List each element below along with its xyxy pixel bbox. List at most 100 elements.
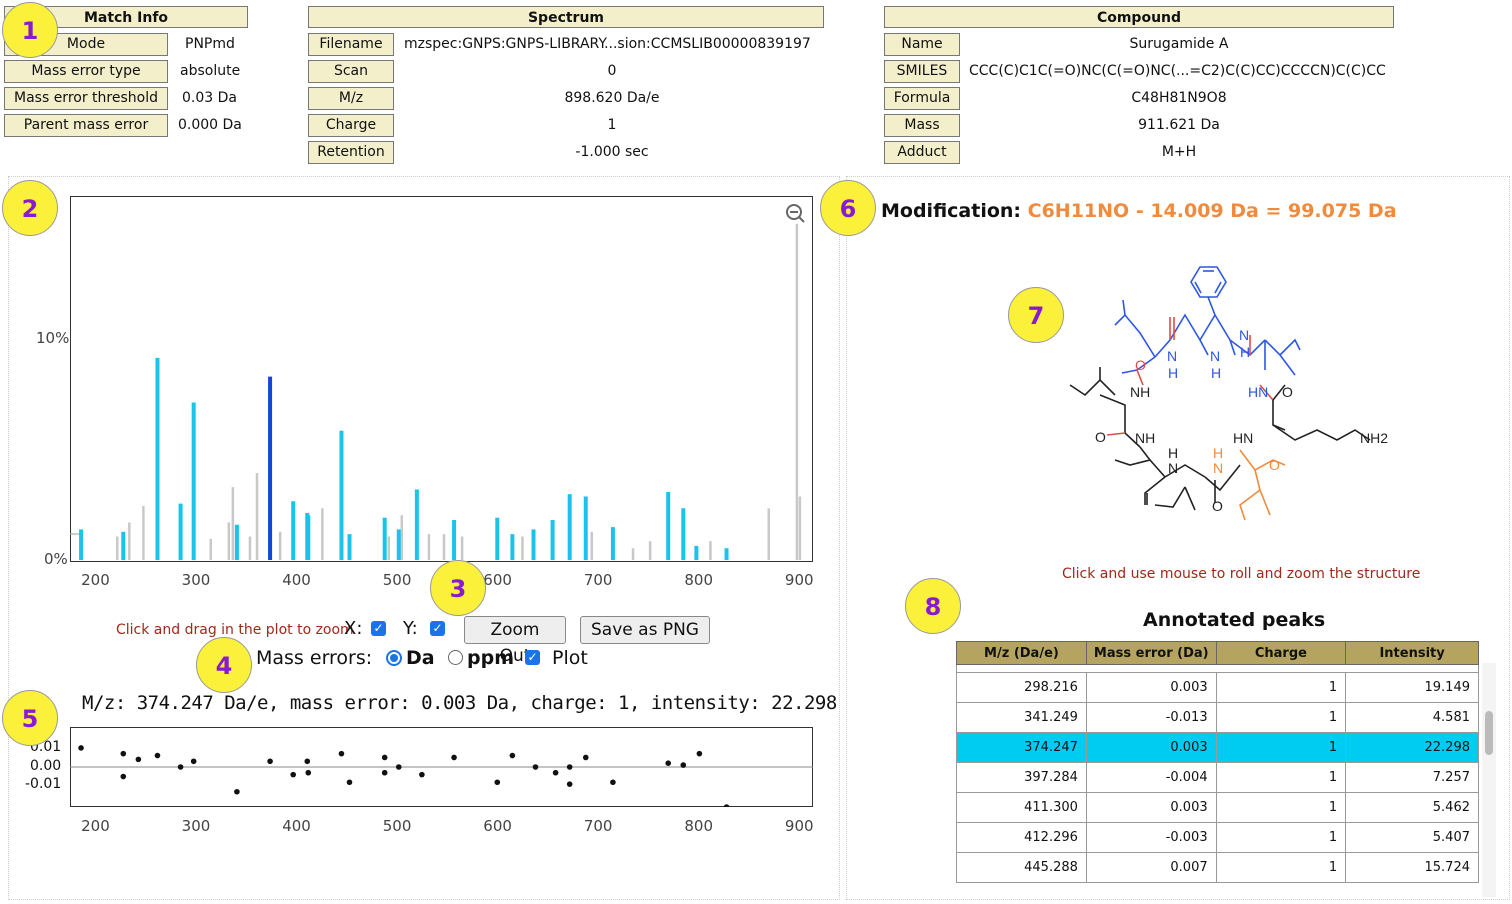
mass-error-point[interactable] bbox=[346, 779, 353, 786]
annotated-peaks-table: M/z (Da/e) Mass error (Da) Charge Intens… bbox=[956, 641, 1479, 883]
table-cell: 1 bbox=[1215, 822, 1347, 853]
y-zoom-checkbox[interactable]: ✓ bbox=[430, 621, 445, 636]
y-tick-10: 10% bbox=[36, 329, 70, 347]
da-radio-label[interactable]: Da bbox=[406, 647, 435, 669]
formula-label[interactable]: Formula bbox=[884, 87, 960, 110]
mass-label[interactable]: Mass bbox=[884, 114, 960, 137]
scan-value: 0 bbox=[607, 63, 617, 79]
badge-2: 2 bbox=[2, 180, 58, 236]
mass-error-point[interactable] bbox=[154, 752, 161, 759]
name-value: Surugamide A bbox=[1129, 36, 1229, 52]
mass-error-point[interactable] bbox=[552, 769, 559, 776]
badge-6: 6 bbox=[820, 180, 876, 236]
mass-error-point[interactable] bbox=[290, 771, 296, 778]
spectrum-svg[interactable] bbox=[70, 196, 814, 562]
mass-error-point[interactable] bbox=[305, 769, 312, 776]
annotated-peaks-table-container[interactable]: M/z (Da/e) Mass error (Da) Charge Intens… bbox=[956, 641, 1496, 897]
mass-error-point[interactable] bbox=[451, 754, 457, 761]
charge-label[interactable]: Charge bbox=[308, 114, 394, 137]
table-row[interactable]: 412.296 -0.003 1 5.407 bbox=[956, 822, 1479, 853]
parent-mass-error-value: 0.000 Da bbox=[178, 117, 242, 133]
mass-error-point[interactable] bbox=[680, 762, 687, 768]
mass-error-point[interactable] bbox=[381, 754, 388, 761]
spectrum-panel bbox=[8, 176, 840, 900]
col-mz[interactable]: M/z (Da/e) bbox=[956, 641, 1087, 665]
err-x-tick-label: 300 bbox=[181, 817, 211, 835]
smiles-label[interactable]: SMILES bbox=[884, 60, 960, 83]
mass-error-point[interactable] bbox=[78, 745, 84, 751]
atom-label: N bbox=[1213, 460, 1223, 476]
table-row[interactable]: 411.300 0.003 1 5.462 bbox=[956, 792, 1479, 823]
mass-error-point[interactable] bbox=[509, 752, 516, 759]
mass-error-point[interactable] bbox=[234, 788, 240, 795]
table-cell: 411.300 bbox=[956, 792, 1087, 823]
mass-error-point[interactable] bbox=[582, 754, 589, 761]
x-tick-label: 700 bbox=[583, 571, 613, 589]
col-charge[interactable]: Charge bbox=[1215, 641, 1347, 665]
mass-error-point[interactable] bbox=[665, 760, 672, 766]
mass-error-point[interactable] bbox=[566, 781, 573, 787]
save-png-button[interactable]: Save as PNG bbox=[580, 616, 710, 644]
mass-error-point[interactable] bbox=[395, 764, 402, 770]
mass-error-point[interactable] bbox=[190, 758, 197, 765]
mass-error-point[interactable] bbox=[381, 769, 388, 776]
table-row[interactable]: 397.284 -0.004 1 7.257 bbox=[956, 762, 1479, 793]
mass-error-point[interactable] bbox=[177, 764, 184, 770]
mass-error-point[interactable] bbox=[494, 779, 501, 786]
zoom-out-button[interactable]: Zoom Out bbox=[464, 616, 566, 666]
mode-value: PNPmd bbox=[185, 36, 235, 52]
zoom-out-icon[interactable] bbox=[784, 202, 806, 224]
table-cell: 1 bbox=[1215, 762, 1347, 793]
x-zoom-checkbox[interactable]: ✓ bbox=[371, 621, 386, 636]
mass-error-point[interactable] bbox=[120, 773, 127, 780]
mass-error-point[interactable] bbox=[723, 804, 730, 807]
scan-label[interactable]: Scan bbox=[308, 60, 394, 83]
mass-error-point[interactable] bbox=[267, 758, 273, 765]
ppm-radio[interactable] bbox=[448, 650, 463, 665]
col-intensity[interactable]: Intensity bbox=[1345, 641, 1479, 665]
mass-error-point[interactable] bbox=[566, 764, 573, 770]
mass-error-point[interactable] bbox=[304, 758, 311, 765]
table-row[interactable]: 341.249 -0.013 1 4.581 bbox=[956, 702, 1479, 733]
da-radio[interactable] bbox=[386, 650, 402, 666]
mass-error-point[interactable] bbox=[338, 750, 345, 757]
adduct-label[interactable]: Adduct bbox=[884, 141, 960, 164]
mass-error-point[interactable] bbox=[696, 750, 703, 757]
atom-label: HN bbox=[1233, 430, 1253, 446]
ppm-radio-label[interactable]: ppm bbox=[467, 647, 514, 669]
table-row[interactable]: 374.247 0.003 1 22.298 bbox=[956, 732, 1479, 763]
charge-value: 1 bbox=[607, 117, 617, 133]
table-cell: 412.296 bbox=[956, 822, 1087, 853]
table-scrollbar[interactable] bbox=[1482, 663, 1496, 897]
table-row[interactable]: 298.216 0.003 1 19.149 bbox=[956, 672, 1479, 703]
table-scrollbar-thumb[interactable] bbox=[1485, 711, 1493, 755]
badge-5: 5 bbox=[2, 690, 58, 746]
mass-error-point[interactable] bbox=[419, 771, 425, 778]
name-label[interactable]: Name bbox=[884, 33, 960, 56]
compound-header: Compound bbox=[884, 6, 1394, 28]
mass-value: 911.621 Da bbox=[1138, 117, 1220, 133]
retention-label[interactable]: Retention bbox=[308, 141, 394, 164]
adduct-value: M+H bbox=[1161, 144, 1197, 160]
mass-error-point[interactable] bbox=[532, 764, 539, 770]
badge-7: 7 bbox=[1008, 287, 1064, 343]
err-x-tick-label: 800 bbox=[684, 817, 714, 835]
spectrum-bars[interactable] bbox=[79, 223, 802, 560]
x-tick-label: 500 bbox=[382, 571, 412, 589]
plot-errors-checkbox[interactable]: ✓ bbox=[525, 650, 540, 665]
atom-label: H bbox=[1213, 445, 1223, 461]
col-mass-error[interactable]: Mass error (Da) bbox=[1085, 641, 1217, 665]
mass-error-point[interactable] bbox=[135, 756, 142, 763]
y-zoom-label: Y: bbox=[403, 618, 418, 639]
mass-error-point[interactable] bbox=[610, 779, 616, 786]
table-row[interactable]: 445.288 0.007 1 15.724 bbox=[956, 852, 1479, 883]
filename-label[interactable]: Filename bbox=[308, 33, 394, 56]
structure-hint: Click and use mouse to roll and zoom the… bbox=[1062, 566, 1421, 582]
molecule-structure[interactable]: N H N H N H NH O HN O NH HN NH2 N H N H … bbox=[1055, 255, 1415, 520]
error-svg[interactable] bbox=[70, 727, 814, 807]
mz-label[interactable]: M/z bbox=[308, 87, 394, 110]
parent-mass-error-label[interactable]: Parent mass error bbox=[4, 114, 168, 137]
mass-error-threshold-label[interactable]: Mass error threshold bbox=[4, 87, 168, 110]
mass-error-type-label[interactable]: Mass error type bbox=[4, 60, 168, 83]
mass-error-point[interactable] bbox=[120, 750, 127, 757]
